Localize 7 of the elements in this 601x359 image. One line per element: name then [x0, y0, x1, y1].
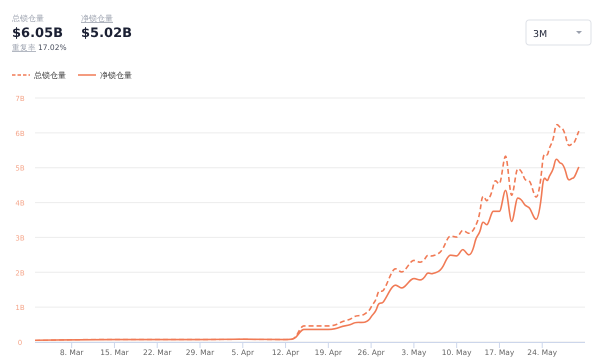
text: $6.05B — [12, 26, 64, 41]
legend-label: 总锁仓量 — [33, 71, 66, 80]
text: 净锁仓量 — [81, 14, 113, 23]
legend-label: 净锁仓量 — [100, 71, 132, 80]
text: 3M — [533, 29, 548, 40]
text: 总锁仓量 — [11, 14, 44, 23]
text: $5.02B — [81, 26, 132, 41]
